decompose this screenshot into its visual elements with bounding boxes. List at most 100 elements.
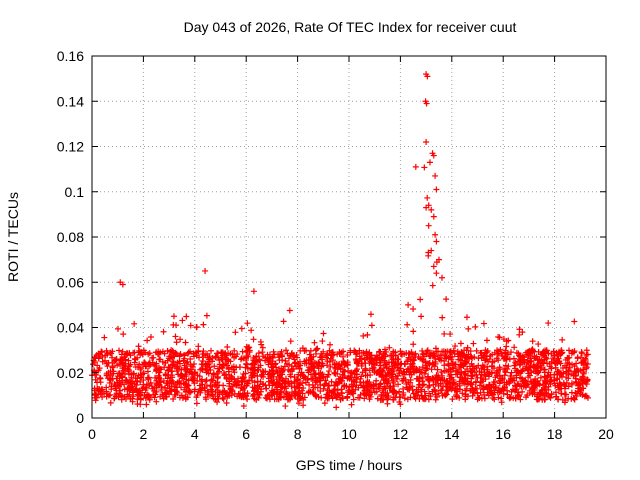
data-point	[524, 359, 531, 366]
data-point	[424, 73, 431, 80]
data-point	[452, 371, 459, 378]
data-point	[203, 377, 210, 384]
data-point	[534, 383, 541, 390]
data-point	[109, 375, 116, 382]
data-point	[441, 377, 448, 384]
data-point	[94, 385, 101, 392]
data-point	[191, 386, 198, 393]
data-point	[108, 350, 115, 357]
data-point	[152, 391, 159, 398]
data-point	[379, 372, 386, 379]
data-point	[297, 390, 304, 397]
data-point	[390, 378, 397, 385]
data-point	[515, 369, 522, 376]
data-point	[322, 377, 329, 384]
data-point	[445, 361, 452, 368]
data-point	[431, 353, 438, 360]
data-point	[93, 391, 100, 398]
data-point	[137, 378, 144, 385]
data-point	[420, 381, 427, 388]
data-point	[164, 347, 171, 354]
data-point	[381, 346, 388, 353]
data-point	[344, 395, 351, 402]
data-point	[548, 390, 555, 397]
data-point	[429, 282, 436, 289]
data-point	[545, 350, 552, 357]
data-point	[484, 366, 491, 373]
data-point	[354, 366, 361, 373]
data-point	[425, 373, 432, 380]
data-point	[148, 383, 155, 390]
data-point	[158, 383, 165, 390]
data-point	[508, 369, 515, 376]
data-point	[468, 373, 475, 380]
data-point	[472, 379, 479, 386]
data-point	[452, 343, 459, 350]
data-point	[158, 387, 165, 394]
data-point	[240, 374, 247, 381]
data-point	[423, 365, 430, 372]
data-point	[155, 364, 162, 371]
data-point	[371, 367, 378, 374]
data-point	[286, 396, 293, 403]
data-point	[240, 402, 247, 409]
data-point	[460, 352, 467, 359]
data-point	[219, 356, 226, 363]
data-point	[462, 358, 469, 365]
data-point	[237, 356, 244, 363]
data-point	[474, 374, 481, 381]
data-point	[491, 349, 498, 356]
data-point	[306, 381, 313, 388]
data-point	[159, 348, 166, 355]
y-tick-label: 0.06	[57, 274, 84, 290]
data-point	[304, 376, 311, 383]
data-point	[582, 392, 589, 399]
data-point	[504, 351, 511, 358]
data-point	[380, 377, 387, 384]
data-point	[388, 369, 395, 376]
data-point	[335, 376, 342, 383]
data-point	[198, 361, 205, 368]
data-point	[456, 356, 463, 363]
data-point	[425, 360, 432, 367]
data-point	[182, 339, 189, 346]
data-point	[579, 359, 586, 366]
data-point	[450, 376, 457, 383]
data-point	[127, 396, 134, 403]
data-point	[323, 362, 330, 369]
data-point	[352, 386, 359, 393]
data-point	[432, 381, 439, 388]
data-point	[389, 363, 396, 370]
data-point	[477, 379, 484, 386]
data-point	[170, 396, 177, 403]
data-point	[363, 379, 370, 386]
data-point	[477, 389, 484, 396]
data-point	[336, 349, 343, 356]
data-point	[447, 354, 454, 361]
data-point	[407, 360, 414, 367]
data-point	[226, 380, 233, 387]
data-point	[281, 380, 288, 387]
data-point	[280, 318, 287, 325]
data-point	[493, 384, 500, 391]
data-point	[351, 347, 358, 354]
data-point	[443, 383, 450, 390]
data-point	[568, 370, 575, 377]
data-point	[276, 357, 283, 364]
x-tick-label: 8	[294, 426, 302, 442]
data-point	[478, 369, 485, 376]
data-point	[498, 395, 505, 402]
data-point	[320, 330, 327, 337]
data-point	[123, 377, 130, 384]
data-point	[147, 379, 154, 386]
data-point	[250, 336, 257, 343]
data-point	[159, 391, 166, 398]
data-point	[568, 395, 575, 402]
data-point	[290, 365, 297, 372]
data-point	[187, 356, 194, 363]
data-point	[395, 356, 402, 363]
data-point	[89, 361, 96, 368]
data-point	[101, 334, 108, 341]
data-point	[539, 389, 546, 396]
data-point	[235, 375, 242, 382]
